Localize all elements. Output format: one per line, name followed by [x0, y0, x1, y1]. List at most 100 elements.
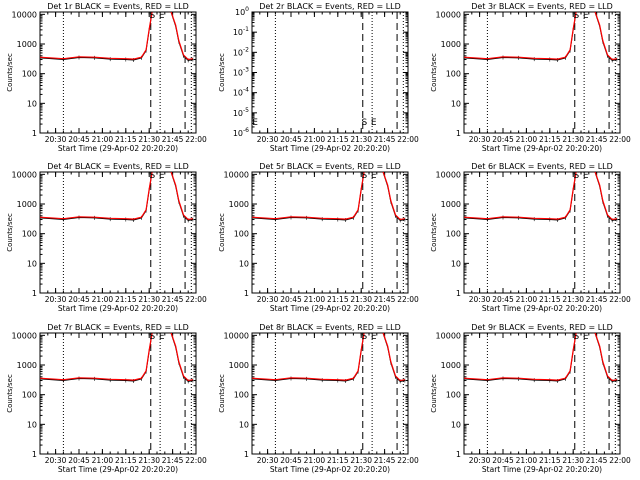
y-tick-label: 1: [456, 450, 461, 459]
x-tick-label: 21:45: [374, 135, 396, 144]
series-line-lld: [464, 333, 618, 382]
y-tick-label: 10-5: [233, 107, 249, 118]
x-tick-label: 21:00: [516, 456, 538, 465]
y-axis-label: Counts/sec: [218, 213, 226, 252]
y-tick-label: 10-3: [233, 67, 249, 78]
x-tick-label: 21:45: [162, 456, 184, 465]
x-axis-label: Start Time (29-Apr-02 20:20:20): [58, 304, 178, 313]
chart-panel-2: Det 2r BLACK = Events, RED = LLD 10-6 10-5…: [218, 2, 419, 153]
chart-title: Det 3r BLACK = Events, RED = LLD: [471, 2, 613, 11]
y-tick-label: 10000: [12, 170, 37, 179]
x-tick-label: 21:00: [304, 135, 326, 144]
flag-letter-e: E: [583, 171, 589, 181]
y-tick-label: 1: [456, 289, 461, 298]
y-tick-label: 100: [446, 70, 461, 79]
x-tick-label: 20:45: [68, 135, 90, 144]
y-axis-label: Counts/sec: [430, 213, 438, 252]
x-tick-label: 21:00: [304, 456, 326, 465]
flag-letter-e: E: [583, 332, 589, 342]
y-tick-label: 100: [446, 230, 461, 239]
x-tick-label: 21:00: [304, 295, 326, 304]
flag-letter-e: E: [371, 118, 377, 128]
x-tick-label: 22:00: [397, 135, 419, 144]
x-tick-label: 20:30: [469, 295, 491, 304]
flag-letter-s: S: [361, 171, 367, 181]
x-tick-label: 21:30: [138, 456, 160, 465]
flag-letter-s: S: [361, 332, 367, 342]
y-tick-label: 10: [239, 420, 249, 429]
x-tick-label: 20:45: [68, 295, 90, 304]
x-tick-label: 21:45: [586, 456, 608, 465]
y-tick-label: 10: [27, 420, 37, 429]
flag-letter-e: E: [371, 332, 377, 342]
x-tick-label: 22:00: [185, 295, 207, 304]
chart-title: Det 7r BLACK = Events, RED = LLD: [47, 323, 189, 332]
y-tick-label: 1000: [17, 361, 37, 370]
x-tick-label: 20:30: [45, 456, 67, 465]
chart-panel-9: Det 9r BLACK = Events, RED = LLD 1 10 100 10…: [430, 323, 631, 474]
x-axis-label: Start Time (29-Apr-02 20:20:20): [270, 144, 390, 153]
flag-letter-s: S: [361, 118, 367, 128]
y-tick-label: 10-1: [233, 26, 249, 37]
flag-letter-s: S: [573, 171, 579, 181]
x-tick-label: 21:30: [562, 295, 584, 304]
x-tick-label: 21:15: [327, 456, 349, 465]
series-line-lld: [252, 172, 406, 221]
x-tick-label: 20:45: [492, 295, 514, 304]
y-tick-label: 10000: [436, 170, 461, 179]
x-tick-label: 21:15: [539, 295, 561, 304]
x-tick-label: 20:30: [257, 456, 279, 465]
series-line-lld: [40, 172, 194, 221]
y-tick-label: 10: [451, 420, 461, 429]
flag-letter-e: E: [371, 171, 377, 181]
y-tick-label: 100: [446, 391, 461, 400]
x-tick-label: 21:45: [374, 295, 396, 304]
y-axis-label: Counts/sec: [218, 374, 226, 413]
x-axis-label: Start Time (29-Apr-02 20:20:20): [482, 304, 602, 313]
x-tick-label: 22:00: [397, 456, 419, 465]
y-axis-label: Counts/sec: [6, 213, 14, 252]
y-tick-label: 1000: [229, 200, 249, 209]
y-axis-label: Counts/sec: [430, 374, 438, 413]
x-tick-label: 21:00: [92, 456, 114, 465]
x-tick-label: 20:45: [280, 456, 302, 465]
y-tick-label: 10000: [224, 170, 249, 179]
flag-letter-e: E: [252, 118, 258, 128]
y-axis-label: Counts/sec: [218, 53, 226, 92]
y-tick-label: 10: [27, 99, 37, 108]
y-tick-label: 10: [27, 259, 37, 268]
y-tick-label: 1: [244, 450, 249, 459]
y-tick-label: 10000: [224, 331, 249, 340]
x-tick-label: 20:45: [68, 456, 90, 465]
chart-panel-8: Det 8r BLACK = Events, RED = LLD 1 10 100 10…: [218, 323, 419, 474]
x-tick-label: 21:00: [92, 135, 114, 144]
y-tick-label: 1000: [441, 361, 461, 370]
series-line-lld: [40, 12, 194, 61]
flag-letter-e: E: [583, 11, 589, 21]
x-axis-label: Start Time (29-Apr-02 20:20:20): [270, 465, 390, 474]
flag-letter-s: S: [149, 11, 155, 21]
chart-title: Det 1r BLACK = Events, RED = LLD: [47, 2, 189, 11]
x-tick-label: 21:00: [92, 295, 114, 304]
x-tick-label: 20:45: [280, 295, 302, 304]
y-tick-label: 1: [32, 289, 37, 298]
series-line-lld: [464, 172, 618, 221]
series-line-lld: [40, 333, 194, 382]
x-tick-label: 21:30: [138, 135, 160, 144]
y-tick-label: 1: [32, 129, 37, 138]
x-tick-label: 21:30: [350, 135, 372, 144]
y-tick-label: 10-6: [233, 127, 249, 138]
y-tick-label: 100: [234, 230, 249, 239]
flag-letter-s: S: [149, 332, 155, 342]
flag-letter-e: E: [159, 332, 165, 342]
x-tick-label: 22:00: [397, 295, 419, 304]
flag-letter-s: S: [573, 332, 579, 342]
x-tick-label: 20:30: [469, 456, 491, 465]
flag-letter-e: E: [159, 171, 165, 181]
chart-panel-3: Det 3r BLACK = Events, RED = LLD 1 10 100 10…: [430, 2, 631, 153]
x-tick-label: 20:30: [45, 135, 67, 144]
x-axis-label: Start Time (29-Apr-02 20:20:20): [482, 465, 602, 474]
y-tick-label: 100: [22, 391, 37, 400]
x-tick-label: 21:00: [516, 295, 538, 304]
x-axis-label: Start Time (29-Apr-02 20:20:20): [58, 465, 178, 474]
